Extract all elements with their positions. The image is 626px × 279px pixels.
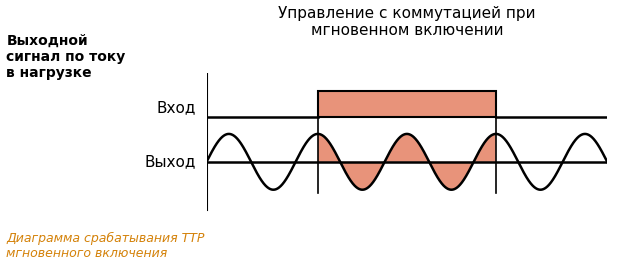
Text: Выход: Выход xyxy=(144,154,195,169)
Text: Диаграмма срабатывания ТТР
мгновенного включения: Диаграмма срабатывания ТТР мгновенного в… xyxy=(6,232,205,260)
Bar xyxy=(318,91,496,117)
Text: Управление с коммутацией при
мгновенном включении: Управление с коммутацией при мгновенном … xyxy=(278,6,536,38)
Text: Выходной
сигнал по току
в нагрузке: Выходной сигнал по току в нагрузке xyxy=(6,33,125,80)
Text: Вход: Вход xyxy=(156,100,195,116)
